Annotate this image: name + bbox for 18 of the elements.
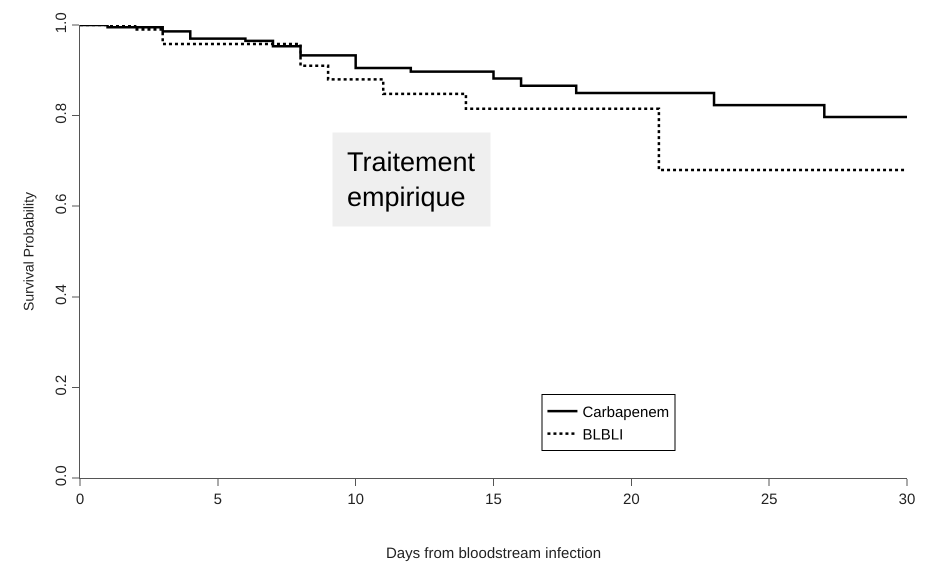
y-tick-label: 0.8 [53,102,70,124]
x-axis-title: Days from bloodstream infection [386,545,602,562]
x-tick-label: 20 [622,491,640,508]
x-tick-label: 25 [760,491,778,508]
y-tick-label: 0.2 [53,374,70,396]
legend-label: BLBLI [582,426,624,444]
y-tick-label: 0.6 [53,194,70,214]
x-tick-label: 5 [214,491,222,508]
x-tick-label: 10 [347,491,364,508]
annotation: Traitement empirique [347,147,476,212]
x-tick-label: 0 [76,491,84,508]
x-tick-label: 30 [898,491,916,508]
legend-label: Carbapenem [582,404,670,421]
y-tick-label: 0.4 [53,284,70,305]
x-tick-label: 15 [485,491,502,508]
y-tick-label: 1.0 [53,12,70,34]
y-tick-label: 0.0 [53,465,70,486]
y-axis-title: Survival Probability [20,192,37,312]
